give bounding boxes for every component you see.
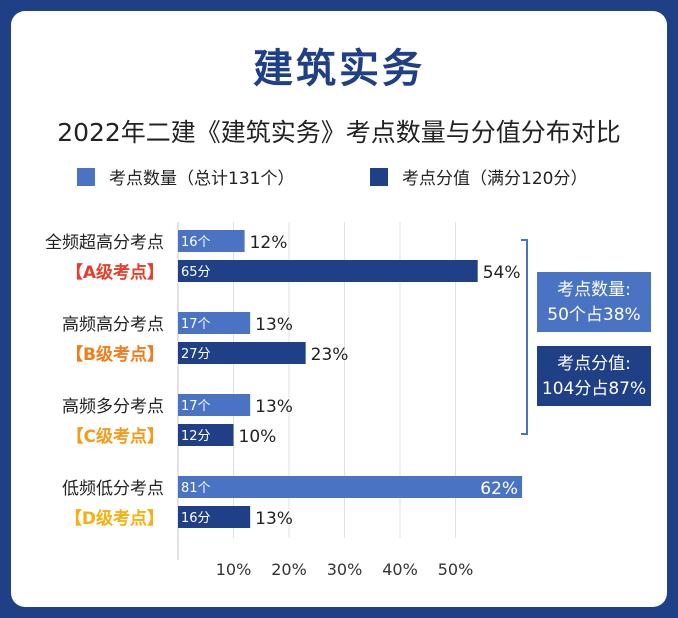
bar <box>178 476 523 498</box>
legend-label-score: 考点分值（满分120分） <box>402 169 588 189</box>
count-summary-line1: 考点数量: <box>557 280 631 300</box>
bar-value-label: 62% <box>480 479 518 499</box>
legend-item-score: 考点分值（满分120分） <box>370 164 587 189</box>
category-label: 高频多分考点 <box>62 397 164 417</box>
bar <box>178 342 306 364</box>
page-title: 建筑实务 <box>253 46 425 92</box>
category-label: 全频超高分考点 <box>45 233 164 253</box>
legend-swatch-score <box>370 167 388 186</box>
category-level-label: 【C级考点】 <box>67 426 164 447</box>
bar <box>178 230 245 252</box>
bar-inner-label: 65分 <box>181 265 211 280</box>
bar-value-label: 23% <box>311 345 349 365</box>
chart-title: 2022年二建《建筑实务》考点数量与分值分布对比 <box>57 118 621 147</box>
bar-value-label: 10% <box>239 427 277 447</box>
count-summary-line2: 50个占38% <box>547 305 641 325</box>
bar-value-label: 13% <box>255 315 293 335</box>
category-label: 高频高分考点 <box>62 315 164 335</box>
bar-value-label: 13% <box>255 509 293 529</box>
x-tick-label: 10% <box>216 560 252 579</box>
legend-label-count: 考点数量（总计131个） <box>109 169 295 189</box>
legend-swatch-count <box>77 167 95 186</box>
bar-inner-label: 12分 <box>181 429 211 444</box>
bar-inner-label: 81个 <box>181 481 211 496</box>
bar <box>178 394 251 416</box>
bar-value-label: 13% <box>255 397 293 417</box>
score-summary-line1: 考点分值: <box>557 354 631 374</box>
x-tick-label: 50% <box>438 560 474 579</box>
x-tick-label: 20% <box>271 560 307 579</box>
score-summary-box: 考点分值: 104分占87% <box>537 346 651 406</box>
x-tick-label: 40% <box>382 560 418 579</box>
bar-inner-label: 17个 <box>181 399 211 414</box>
category-level-label: 【B级考点】 <box>66 344 164 365</box>
category-level-label: 【A级考点】 <box>66 262 164 283</box>
legend-item-count: 考点数量（总计131个） <box>77 164 294 189</box>
bar-inner-label: 16个 <box>181 235 211 250</box>
category-level-label: 【D级考点】 <box>65 508 164 529</box>
bar-value-label: 12% <box>250 233 288 253</box>
count-summary-box: 考点数量: 50个占38% <box>537 272 651 332</box>
category-label: 低频低分考点 <box>62 479 164 499</box>
score-summary-line2: 104分占87% <box>541 379 647 399</box>
bar-inner-label: 16分 <box>181 511 211 526</box>
bar <box>178 260 478 282</box>
bar-inner-label: 17个 <box>181 317 211 332</box>
bar-inner-label: 27分 <box>181 347 211 362</box>
bar-value-label: 54% <box>483 263 521 283</box>
x-tick-label: 30% <box>327 560 363 579</box>
summary-bracket <box>521 239 528 435</box>
bar <box>178 506 251 528</box>
bar <box>178 312 251 334</box>
bar <box>178 424 234 446</box>
